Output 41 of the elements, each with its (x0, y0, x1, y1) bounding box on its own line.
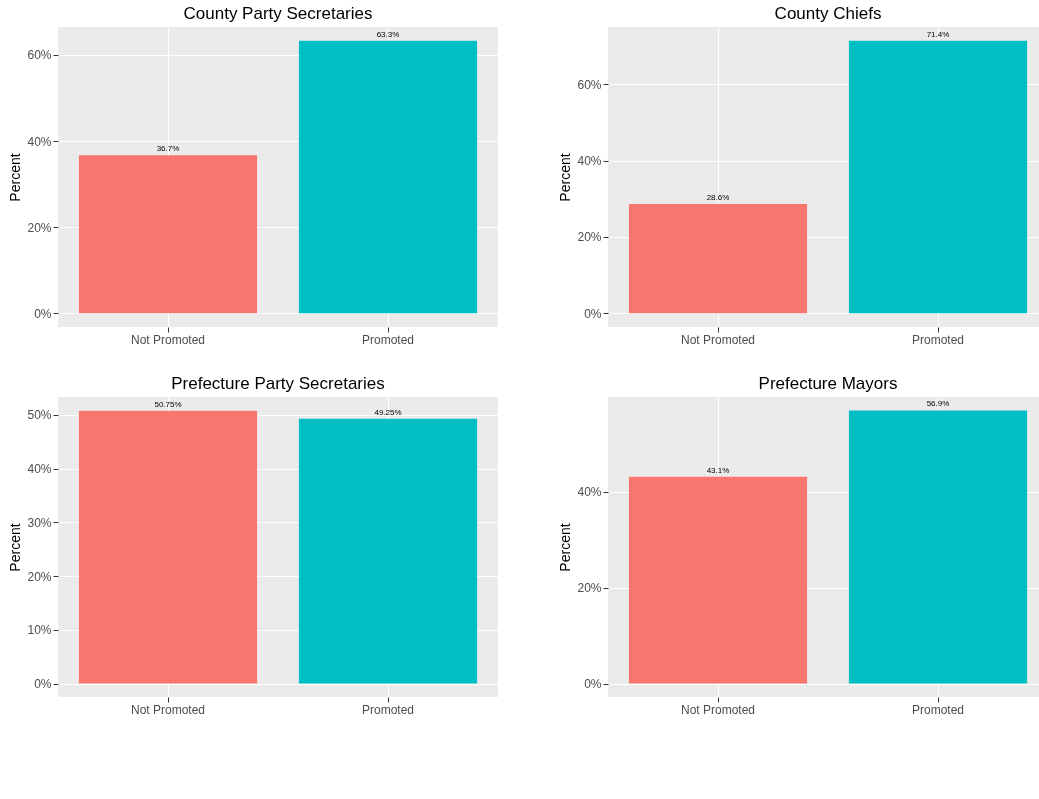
y-axis-title: Percent (7, 523, 24, 572)
x-tick-label: Not Promoted (130, 702, 206, 717)
chart-title: Prefecture Mayors (758, 374, 898, 393)
y-tick-label: 40% (27, 134, 52, 149)
data-label: 63.3% (376, 29, 400, 39)
y-tick-label: 40% (577, 154, 602, 169)
data-label: 71.4% (926, 29, 950, 39)
data-label: 28.6% (706, 193, 730, 203)
x-tick-label: Promoted (911, 332, 965, 347)
data-label: 43.1% (706, 465, 730, 475)
y-axis-title: Percent (557, 523, 574, 572)
y-tick-label: 60% (577, 77, 602, 92)
y-tick-label: 40% (27, 462, 52, 477)
x-tick-label: Not Promoted (680, 332, 756, 347)
x-tick-label: Promoted (911, 702, 965, 717)
y-tick-label: 0% (34, 306, 52, 321)
x-tick-label: Promoted (361, 702, 415, 717)
y-tick-label: 30% (27, 515, 52, 530)
data-label: 36.7% (156, 144, 180, 154)
y-tick-label: 0% (584, 306, 602, 321)
data-label: 56.9% (926, 399, 950, 409)
data-label: 50.75% (154, 399, 182, 409)
y-tick-label: 20% (27, 220, 52, 235)
x-tick-label: Not Promoted (130, 332, 206, 347)
y-tick-label: 0% (34, 677, 52, 692)
y-axis-title: Percent (557, 153, 574, 202)
data-label: 49.25% (374, 407, 402, 417)
chart-title: Prefecture Party Secretaries (171, 374, 385, 393)
y-tick-label: 40% (577, 485, 602, 500)
x-tick-label: Promoted (361, 332, 415, 347)
y-axis-title: Percent (7, 153, 24, 202)
y-tick-label: 20% (27, 569, 52, 584)
y-tick-label: 0% (584, 677, 602, 692)
y-tick-label: 50% (27, 408, 52, 423)
y-tick-label: 10% (27, 623, 52, 638)
y-tick-label: 20% (577, 230, 602, 245)
y-tick-label: 20% (577, 581, 602, 596)
chart-title: County Chiefs (774, 4, 882, 23)
chart-title: County Party Secretaries (183, 4, 373, 23)
y-tick-label: 60% (27, 48, 52, 63)
x-tick-label: Not Promoted (680, 702, 756, 717)
